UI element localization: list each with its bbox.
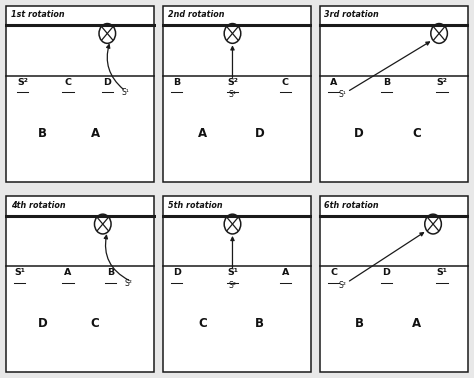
Text: A: A	[198, 127, 207, 140]
Text: 1st rotation: 1st rotation	[11, 10, 64, 19]
FancyBboxPatch shape	[320, 6, 468, 182]
Text: 4th rotation: 4th rotation	[11, 201, 65, 210]
Text: S¹: S¹	[227, 268, 238, 277]
FancyBboxPatch shape	[6, 196, 154, 372]
Text: S¹: S¹	[437, 268, 447, 277]
Text: A: A	[330, 77, 337, 87]
Text: B: B	[38, 127, 47, 140]
Text: S¹: S¹	[228, 90, 237, 99]
Text: S²: S²	[437, 77, 447, 87]
Text: D: D	[354, 127, 364, 140]
Text: B: B	[383, 77, 390, 87]
Text: C: C	[64, 77, 72, 87]
Text: D: D	[255, 127, 264, 140]
Text: S¹: S¹	[14, 268, 25, 277]
Text: C: C	[412, 127, 421, 140]
Text: S²: S²	[338, 281, 346, 290]
Text: S²: S²	[18, 77, 28, 87]
Text: B: B	[173, 77, 180, 87]
Text: S¹: S¹	[121, 88, 129, 97]
Text: S¹: S¹	[339, 90, 346, 99]
Text: S²: S²	[227, 77, 238, 87]
Text: C: C	[198, 318, 207, 330]
Text: 3rd rotation: 3rd rotation	[325, 10, 379, 19]
Text: S²: S²	[228, 281, 237, 290]
Text: C: C	[91, 318, 100, 330]
Text: B: B	[355, 318, 364, 330]
Text: C: C	[282, 77, 289, 87]
Text: C: C	[330, 268, 337, 277]
Text: A: A	[282, 268, 289, 277]
FancyBboxPatch shape	[163, 6, 311, 182]
FancyBboxPatch shape	[6, 6, 154, 182]
Text: D: D	[383, 268, 390, 277]
Text: D: D	[37, 318, 47, 330]
Text: B: B	[107, 268, 114, 277]
Text: B: B	[255, 318, 264, 330]
Text: D: D	[103, 77, 111, 87]
Text: 5th rotation: 5th rotation	[168, 201, 222, 210]
Text: S²: S²	[125, 279, 132, 288]
FancyBboxPatch shape	[320, 196, 468, 372]
Text: A: A	[412, 318, 421, 330]
Text: A: A	[64, 268, 72, 277]
FancyBboxPatch shape	[163, 196, 311, 372]
Text: 2nd rotation: 2nd rotation	[168, 10, 224, 19]
Text: D: D	[173, 268, 181, 277]
Text: A: A	[91, 127, 100, 140]
Text: 6th rotation: 6th rotation	[325, 201, 379, 210]
